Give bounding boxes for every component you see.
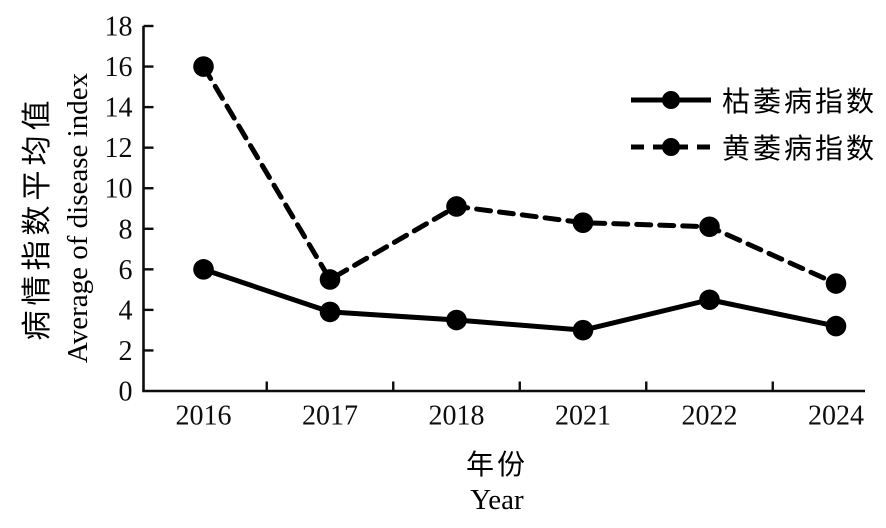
- y-tick-label: 2: [119, 336, 133, 367]
- data-point-marker: [572, 212, 594, 233]
- legend-item-fusarium: 枯萎病指数: [629, 76, 877, 123]
- y-tick-label: 12: [105, 133, 133, 164]
- y-axis-title-zh: 病情指数平均值: [21, 95, 54, 341]
- x-tick-label: 2018: [429, 401, 485, 432]
- legend-item-verticillium: 黄萎病指数: [629, 123, 877, 170]
- y-axis-title-en: Average of disease index: [62, 72, 94, 364]
- x-axis-title: 年份 Year: [347, 449, 647, 519]
- legend: 枯萎病指数 黄萎病指数: [629, 76, 877, 170]
- data-point-marker: [446, 309, 467, 331]
- series-line-solid: [201, 266, 839, 333]
- x-axis-title-zh: 年份: [465, 450, 528, 481]
- y-tick-label: 8: [119, 214, 133, 245]
- legend-label-fusarium: 枯萎病指数: [722, 86, 878, 118]
- series-verticillium: [193, 56, 847, 294]
- x-tick-label: 2016: [176, 401, 232, 432]
- y-tick-label: 10: [105, 174, 133, 205]
- data-point-marker: [193, 56, 214, 77]
- data-point-marker: [446, 196, 467, 217]
- y-tick-label: 16: [105, 52, 133, 83]
- x-tick-label: 2021: [555, 401, 611, 432]
- x-axis-title-en: Year: [470, 484, 524, 516]
- data-point-marker: [572, 319, 594, 341]
- series-fusarium: [193, 259, 847, 341]
- data-point-marker: [699, 289, 720, 311]
- y-tick-label: 0: [119, 377, 133, 408]
- y-axis-title: 病情指数平均值 Average of disease index: [15, 28, 99, 408]
- y-tick-label: 18: [105, 12, 133, 43]
- data-point-marker: [193, 259, 214, 280]
- series-line-dashed: [201, 64, 839, 287]
- legend-solid-line-sample: [631, 90, 711, 109]
- x-tick-label: 2024: [808, 401, 864, 432]
- y-tick-label: 4: [119, 295, 133, 326]
- legend-dashed-line-sample: [631, 137, 711, 156]
- data-point-marker: [825, 273, 847, 294]
- data-point-marker: [825, 315, 847, 337]
- data-point-marker: [699, 216, 720, 238]
- x-tick-label: 2017: [302, 401, 358, 432]
- y-tick-label: 14: [105, 93, 133, 124]
- x-tick-label: 2022: [682, 401, 738, 432]
- data-point-marker: [319, 301, 341, 323]
- y-tick-label: 6: [119, 255, 133, 286]
- legend-label-verticillium: 黄萎病指数: [722, 133, 878, 165]
- data-point-marker: [319, 269, 341, 290]
